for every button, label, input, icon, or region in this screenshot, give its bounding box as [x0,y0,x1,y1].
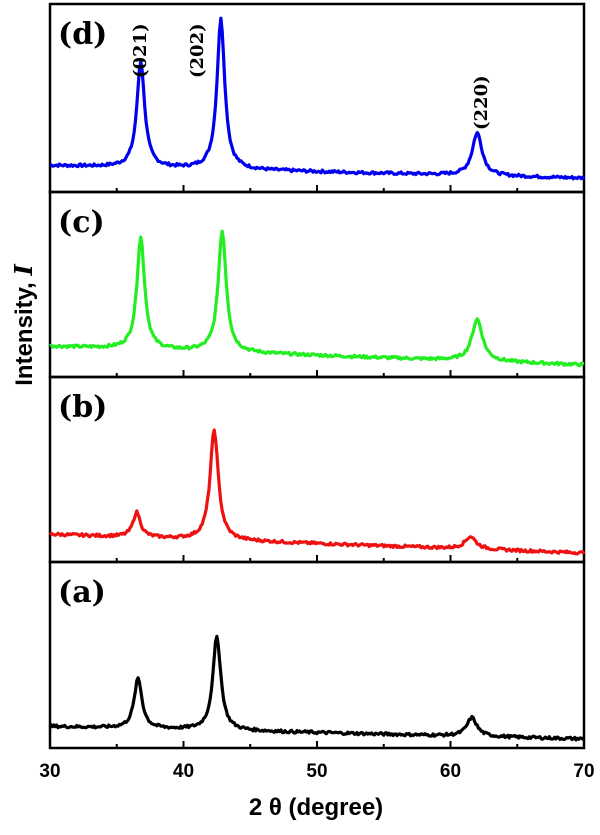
x-tick-label: 40 [173,761,194,782]
x-axis: 30 40 50 60 70 [39,761,594,782]
peak-annotation: (021) [130,23,151,78]
series-line [48,428,586,556]
panel-label: (a) [58,575,106,610]
peak-annotations: (021) (202) (220) [130,23,492,130]
panel-label: (d) [58,17,107,52]
series-line [49,16,586,181]
x-tick-label: 50 [306,761,327,782]
panel-label: (c) [58,205,105,240]
peak-annotation: (202) [187,23,208,78]
y-axis-title: Intensity, I [9,263,38,385]
panel-frame [48,560,586,750]
panels-group: (d) (c) (b) (a) [48,2,586,750]
x-tick-label: 70 [573,761,594,782]
x-axis-title: 2 θ (degree) [249,794,383,821]
panel-frame [48,190,586,379]
series-line [49,229,585,368]
panel-label: (b) [58,390,107,425]
panel-frame [48,375,586,564]
x-tick-label: 30 [39,761,60,782]
x-tick-label: 60 [440,761,461,782]
series-line [48,634,585,742]
peak-annotation: (220) [471,75,492,130]
